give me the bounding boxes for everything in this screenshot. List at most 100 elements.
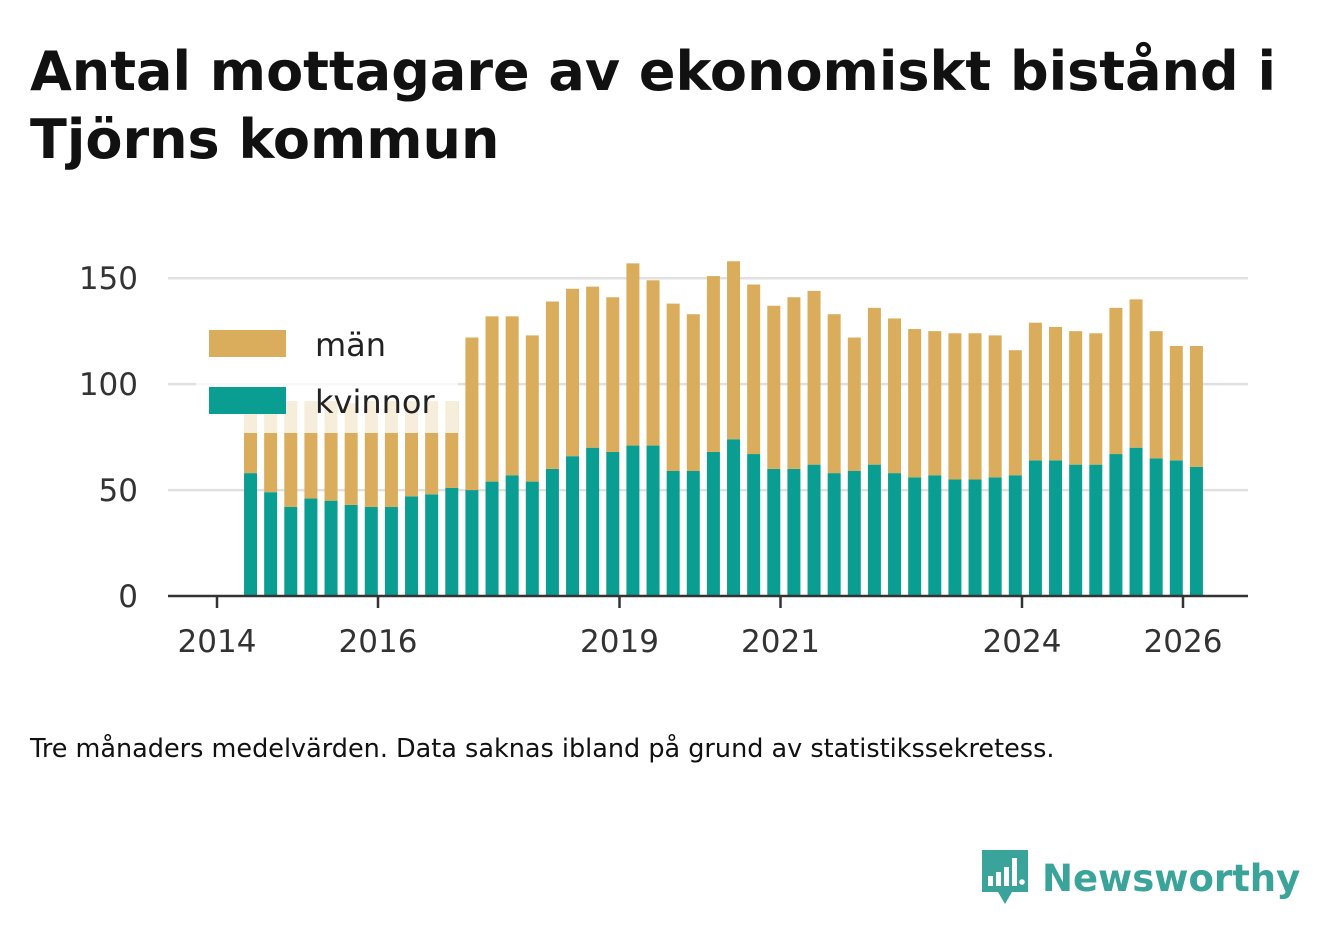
y-tick-label: 0: [118, 579, 138, 615]
axis-layer: 0 50 100 150 2014 2016 2019 2021 2024 2026: [79, 261, 1248, 660]
bar-kvinnor: [1049, 460, 1063, 596]
bar-kvinnor: [384, 507, 398, 596]
bar-man: [888, 318, 902, 474]
stacked-bar-chart: 0 50 100 150 2014 2016 2019 2021 2024 2026 män kvi…: [79, 261, 1248, 660]
bar-man: [847, 337, 861, 471]
bar-kvinnor: [867, 464, 881, 596]
bar-kvinnor: [968, 479, 982, 596]
bar-man: [465, 337, 479, 491]
bar-man: [1069, 331, 1083, 465]
bar-kvinnor: [425, 494, 439, 596]
bar-man: [626, 263, 640, 446]
bar-kvinnor: [888, 473, 902, 596]
x-tick-label: 2021: [741, 624, 820, 660]
legend-label-kvinnor: kvinnor: [315, 383, 436, 421]
bar-kvinnor: [1028, 460, 1042, 596]
x-tick-label: 2026: [1144, 624, 1223, 660]
bar-kvinnor: [948, 479, 962, 596]
brand-logo: Newsworthy: [980, 848, 1300, 908]
bar-man: [525, 335, 539, 482]
bar-man: [968, 333, 982, 480]
bar-kvinnor: [847, 470, 861, 596]
bar-man: [1109, 307, 1123, 455]
bar-kvinnor: [908, 477, 922, 596]
bar-man: [1089, 333, 1103, 465]
bar-kvinnor: [1129, 447, 1143, 596]
bar-man: [566, 288, 580, 457]
footnote: Tre månaders medelvärden. Data saknas ib…: [30, 734, 1055, 764]
bar-kvinnor: [485, 481, 499, 596]
bar-man: [727, 261, 741, 440]
bar-kvinnor: [1089, 464, 1103, 596]
bar-kvinnor: [747, 454, 761, 596]
bar-kvinnor: [706, 451, 720, 596]
bar-man: [928, 331, 942, 476]
brand-name: Newsworthy: [1042, 856, 1301, 900]
bar-kvinnor: [646, 445, 660, 596]
bar-kvinnor: [344, 504, 358, 596]
page-title: Antal mottagare av ekonomiskt bistånd i …: [30, 40, 1276, 171]
bar-man: [767, 305, 781, 469]
bar-kvinnor: [566, 456, 580, 596]
bar-kvinnor: [928, 475, 942, 596]
bar-man: [908, 329, 922, 478]
bar-kvinnor: [787, 468, 801, 596]
bar-man: [1049, 326, 1063, 461]
bar-chart-speech-bubble-icon: [982, 850, 1028, 904]
bar-man: [948, 333, 962, 480]
x-tick-label: 2024: [983, 624, 1062, 660]
legend-label-män: män: [315, 326, 386, 364]
bar-man: [666, 303, 680, 471]
bar-man: [988, 335, 1002, 478]
bar-kvinnor: [545, 468, 559, 596]
bar-kvinnor: [1149, 458, 1163, 596]
bar-man: [1169, 345, 1183, 461]
bar-man: [1129, 299, 1143, 448]
bar-kvinnor: [1169, 460, 1183, 596]
bar-man: [867, 307, 881, 465]
bar-kvinnor: [1109, 454, 1123, 596]
bar-man: [606, 297, 620, 452]
bar-man: [1149, 331, 1163, 459]
bar-kvinnor: [686, 470, 700, 596]
bar-kvinnor: [827, 473, 841, 596]
bar-kvinnor: [405, 496, 419, 596]
bar-kvinnor: [284, 507, 298, 596]
bar-kvinnor: [465, 490, 479, 596]
bar-man: [545, 301, 559, 469]
bar-man: [485, 316, 499, 482]
bar-man: [1008, 350, 1022, 476]
bar-kvinnor: [304, 498, 318, 596]
bar-kvinnor: [525, 481, 539, 596]
bar-kvinnor: [264, 492, 278, 596]
x-tick-label: 2014: [178, 624, 257, 660]
x-tick-label: 2016: [339, 624, 418, 660]
bar-man: [1189, 345, 1203, 467]
bar-kvinnor: [505, 475, 519, 596]
bar-man: [646, 280, 660, 446]
bar-man: [1028, 322, 1042, 461]
bar-man: [747, 284, 761, 455]
bar-kvinnor: [767, 468, 781, 596]
y-tick-label: 50: [99, 473, 138, 509]
bar-kvinnor: [244, 473, 258, 596]
bar-kvinnor: [445, 487, 459, 596]
bar-man: [827, 314, 841, 474]
x-tick-label: 2019: [580, 624, 659, 660]
bar-kvinnor: [666, 470, 680, 596]
bar-kvinnor: [626, 445, 640, 596]
legend-swatch-kvinnor: [209, 387, 286, 414]
bar-man: [586, 286, 600, 448]
bar-kvinnor: [807, 464, 821, 596]
legend-swatch-män: [209, 330, 286, 357]
bar-man: [686, 314, 700, 471]
bar-kvinnor: [606, 451, 620, 596]
bar-kvinnor: [1069, 464, 1083, 596]
bar-man: [706, 276, 720, 452]
bar-man: [505, 316, 519, 476]
bar-kvinnor: [324, 500, 338, 596]
bar-kvinnor: [988, 477, 1002, 596]
bars-layer: [244, 261, 1203, 596]
bar-kvinnor: [1189, 466, 1203, 596]
legend: män kvinnor: [196, 318, 458, 433]
